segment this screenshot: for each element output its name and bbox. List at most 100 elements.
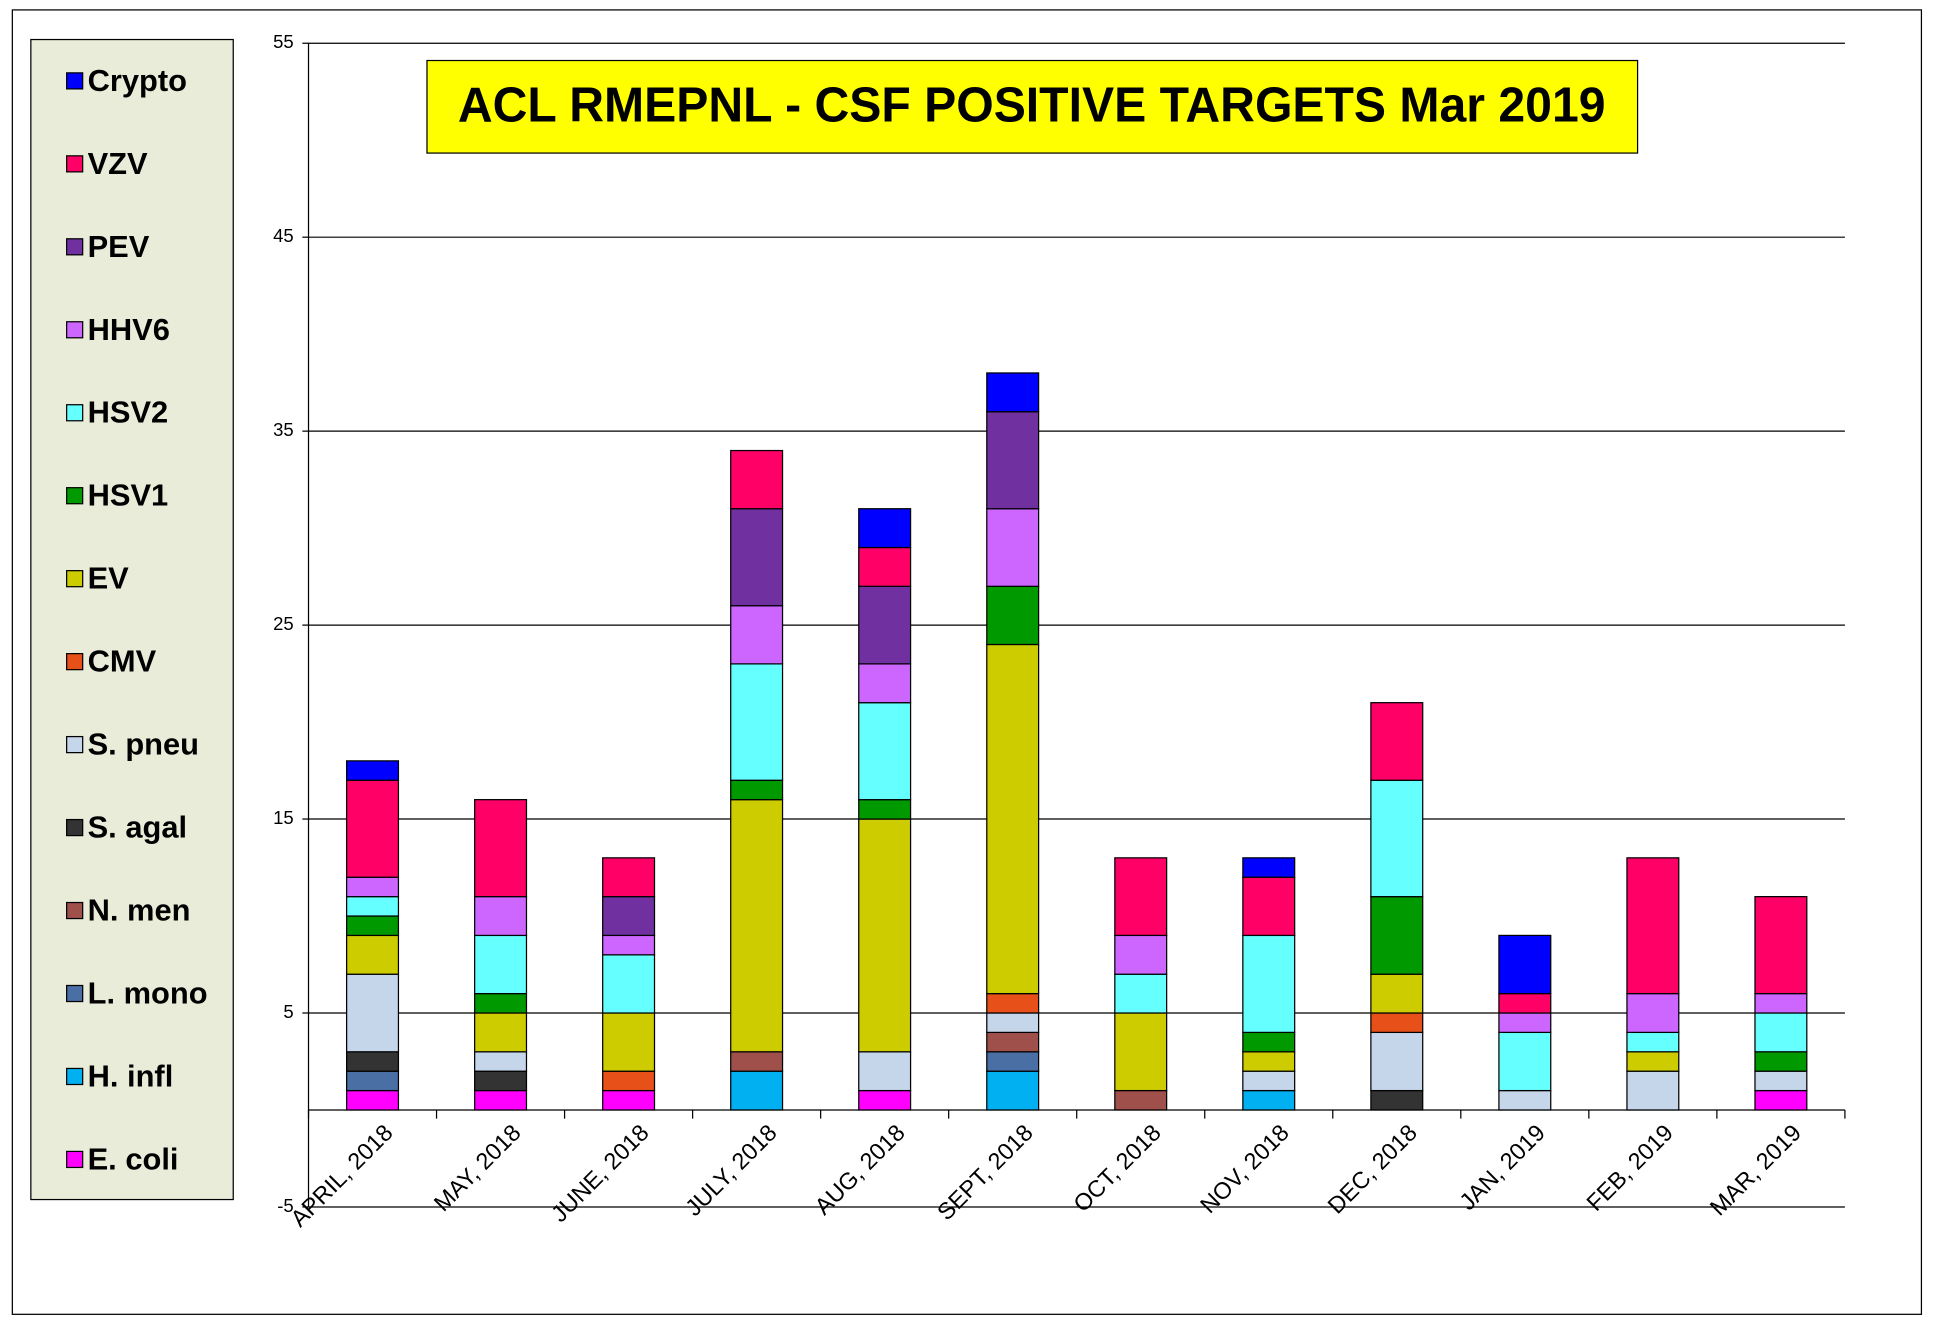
bar-segment xyxy=(345,779,400,878)
bar-segment xyxy=(1114,1012,1168,1092)
bar-segment xyxy=(858,546,912,587)
bar-segment xyxy=(730,1070,784,1111)
bar-segment xyxy=(986,1012,1040,1034)
bar-segment xyxy=(1370,1089,1424,1111)
legend-label: HSV2 xyxy=(88,395,169,430)
y-tick-label: 45 xyxy=(273,225,294,246)
legend-swatch xyxy=(66,72,84,90)
bar-segment xyxy=(474,1051,528,1072)
y-tick-label: 25 xyxy=(273,613,294,634)
bar-segment xyxy=(858,508,912,549)
y-tick-label: 35 xyxy=(273,419,294,440)
bar-segment xyxy=(1754,992,1808,1014)
legend-swatch xyxy=(66,404,84,422)
legend-swatch xyxy=(66,321,84,339)
bar-segment xyxy=(1754,1012,1808,1053)
title-box xyxy=(426,59,1639,154)
bar-segment xyxy=(730,508,784,607)
bar-segment xyxy=(1498,992,1552,1014)
bar-segment xyxy=(986,1031,1040,1053)
bar-segment xyxy=(1242,876,1296,937)
bar-segment xyxy=(345,934,400,975)
bar-segment xyxy=(1242,857,1296,878)
legend-label: HHV6 xyxy=(88,312,170,347)
bar-segment xyxy=(730,605,784,665)
bar-segment xyxy=(986,508,1040,587)
bar-segment xyxy=(1242,1070,1296,1092)
bar-segment xyxy=(858,663,912,704)
legend-box xyxy=(30,38,234,1201)
bar-segment xyxy=(1626,857,1680,995)
bar-segment xyxy=(1370,1031,1424,1092)
bar-segment xyxy=(1114,973,1168,1014)
bar-segment xyxy=(1626,1070,1680,1111)
bar-segment xyxy=(474,992,528,1014)
bar-segment xyxy=(730,799,784,1053)
bar-segment xyxy=(1498,934,1552,995)
bar-segment xyxy=(474,1070,528,1092)
bar-segment xyxy=(858,1051,912,1092)
bar-segment xyxy=(986,992,1040,1014)
bar-segment xyxy=(602,857,656,898)
y-tick-label: 5 xyxy=(283,1001,293,1022)
bar-segment xyxy=(858,585,912,665)
bar-segment xyxy=(986,1070,1040,1111)
legend-swatch xyxy=(66,653,84,671)
bar-segment xyxy=(345,1070,400,1092)
bar-segment xyxy=(1370,973,1424,1014)
chart-title: ACL RMEPNL - CSF POSITIVE TARGETS Mar 20… xyxy=(458,78,1606,133)
legend-swatch xyxy=(66,1067,84,1086)
bar-segment xyxy=(602,1070,656,1092)
bar-segment xyxy=(1498,1031,1552,1092)
bar-segment xyxy=(1114,934,1168,975)
bar-segment xyxy=(602,1089,656,1111)
legend-swatch xyxy=(66,570,84,588)
bar-segment xyxy=(1754,1089,1808,1111)
bar-segment xyxy=(1370,779,1424,898)
bar-segment xyxy=(730,1051,784,1072)
bar-segment xyxy=(730,663,784,781)
legend-label: S. pneu xyxy=(88,727,199,762)
bar-segment xyxy=(1114,857,1168,937)
chart-frame xyxy=(11,9,1923,1315)
legend-swatch xyxy=(66,901,84,920)
bar-segment xyxy=(1754,896,1808,995)
bar-segment xyxy=(1242,1089,1296,1111)
bar-segment xyxy=(1370,1012,1424,1034)
bar-segment xyxy=(1754,1070,1808,1092)
legend-label: VZV xyxy=(88,146,148,181)
bar-segment xyxy=(602,934,656,956)
legend-label: N. men xyxy=(88,893,191,928)
legend-swatch xyxy=(66,238,84,256)
bar-segment xyxy=(986,411,1040,510)
bar-segment xyxy=(1626,1031,1680,1053)
legend-label: CMV xyxy=(88,644,157,679)
bar-segment xyxy=(986,643,1040,995)
bar-segment xyxy=(345,760,400,781)
bar-segment xyxy=(602,896,656,937)
bar-segment xyxy=(1242,1031,1296,1053)
bar-segment xyxy=(602,1012,656,1072)
y-tick-label: 55 xyxy=(273,31,294,52)
bar-segment xyxy=(345,896,400,917)
legend-label: Crypto xyxy=(88,63,187,98)
bar-segment xyxy=(1242,1051,1296,1072)
y-tick-label: 15 xyxy=(273,807,294,828)
bar-segment xyxy=(730,449,784,510)
bar-segment xyxy=(474,896,528,937)
legend-swatch xyxy=(66,155,84,173)
legend-label: L. mono xyxy=(88,976,208,1011)
bar-segment xyxy=(474,934,528,995)
legend-swatch xyxy=(66,1150,84,1169)
bar-segment xyxy=(345,1051,400,1072)
bar-segment xyxy=(1626,992,1680,1034)
legend-label: E. coli xyxy=(88,1141,179,1176)
bar-segment xyxy=(986,372,1040,413)
bar-segment xyxy=(345,876,400,898)
legend-label: H. infl xyxy=(88,1058,174,1093)
bar-segment xyxy=(345,915,400,937)
bar-segment xyxy=(1498,1089,1552,1111)
bar-segment xyxy=(345,973,400,1053)
bar-segment xyxy=(345,1089,400,1111)
bar-segment xyxy=(474,1012,528,1053)
